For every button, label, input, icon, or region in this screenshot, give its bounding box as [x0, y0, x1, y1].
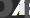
Ellipse shape [3, 3, 24, 14]
Polygon shape [3, 6, 13, 15]
Polygon shape [13, 6, 16, 15]
Ellipse shape [2, 3, 25, 15]
Polygon shape [13, 6, 16, 14]
Polygon shape [3, 6, 13, 15]
Polygon shape [13, 6, 16, 14]
Polygon shape [3, 6, 13, 15]
Polygon shape [3, 6, 13, 15]
Polygon shape [3, 6, 13, 15]
Bar [19, 11, 20, 12]
Polygon shape [3, 6, 13, 15]
Ellipse shape [0, 0, 29, 17]
Ellipse shape [4, 3, 23, 14]
Polygon shape [13, 6, 16, 15]
Polygon shape [3, 3, 16, 15]
Ellipse shape [4, 3, 23, 14]
Polygon shape [3, 6, 13, 15]
Polygon shape [3, 6, 13, 15]
Polygon shape [13, 6, 16, 14]
Ellipse shape [1, 2, 26, 16]
Ellipse shape [6, 5, 21, 13]
Polygon shape [13, 6, 16, 14]
Polygon shape [13, 6, 16, 15]
Polygon shape [13, 6, 16, 14]
Ellipse shape [0, 0, 30, 17]
Text: Manufacturers: Manufacturers [20, 0, 30, 18]
Polygon shape [3, 6, 13, 15]
Polygon shape [3, 6, 13, 15]
Ellipse shape [1, 2, 26, 16]
Polygon shape [13, 6, 16, 14]
Polygon shape [13, 6, 16, 14]
Polygon shape [3, 6, 13, 15]
Polygon shape [13, 6, 16, 15]
Polygon shape [3, 6, 13, 14]
Polygon shape [3, 6, 13, 15]
Polygon shape [13, 6, 16, 14]
Bar [19, 13, 20, 14]
Ellipse shape [0, 0, 28, 17]
Polygon shape [13, 6, 16, 14]
Polygon shape [3, 6, 13, 15]
Text: Restaurants, Grocery store,
Food service companies: Restaurants, Grocery store, Food service… [20, 0, 30, 18]
Polygon shape [13, 6, 16, 14]
Polygon shape [3, 6, 13, 15]
Polygon shape [3, 6, 13, 15]
Polygon shape [13, 6, 16, 14]
Ellipse shape [0, 1, 27, 16]
Polygon shape [13, 6, 16, 14]
Ellipse shape [5, 4, 22, 13]
Wedge shape [3, 6, 13, 14]
Ellipse shape [7, 5, 20, 12]
Polygon shape [13, 6, 16, 15]
Polygon shape [13, 6, 16, 14]
Polygon shape [3, 6, 13, 15]
Bar [19, 8, 20, 9]
Wedge shape [10, 2, 16, 14]
Polygon shape [3, 6, 13, 15]
Polygon shape [3, 6, 13, 15]
Ellipse shape [6, 4, 21, 13]
Polygon shape [3, 6, 13, 15]
Polygon shape [3, 6, 13, 15]
Ellipse shape [4, 4, 22, 14]
Polygon shape [3, 6, 13, 15]
Polygon shape [13, 6, 16, 14]
Polygon shape [13, 6, 16, 14]
Polygon shape [3, 6, 13, 15]
Ellipse shape [4, 4, 23, 14]
Polygon shape [13, 6, 16, 14]
Ellipse shape [0, 1, 28, 17]
Polygon shape [13, 6, 16, 14]
Polygon shape [3, 6, 13, 15]
Ellipse shape [1, 2, 26, 15]
Polygon shape [13, 6, 16, 14]
Polygon shape [13, 6, 16, 14]
Polygon shape [3, 6, 13, 15]
Polygon shape [13, 6, 16, 14]
Polygon shape [13, 6, 16, 15]
Polygon shape [3, 6, 13, 15]
Polygon shape [3, 6, 13, 15]
Ellipse shape [0, 1, 28, 16]
Polygon shape [13, 6, 16, 14]
Ellipse shape [2, 2, 25, 15]
